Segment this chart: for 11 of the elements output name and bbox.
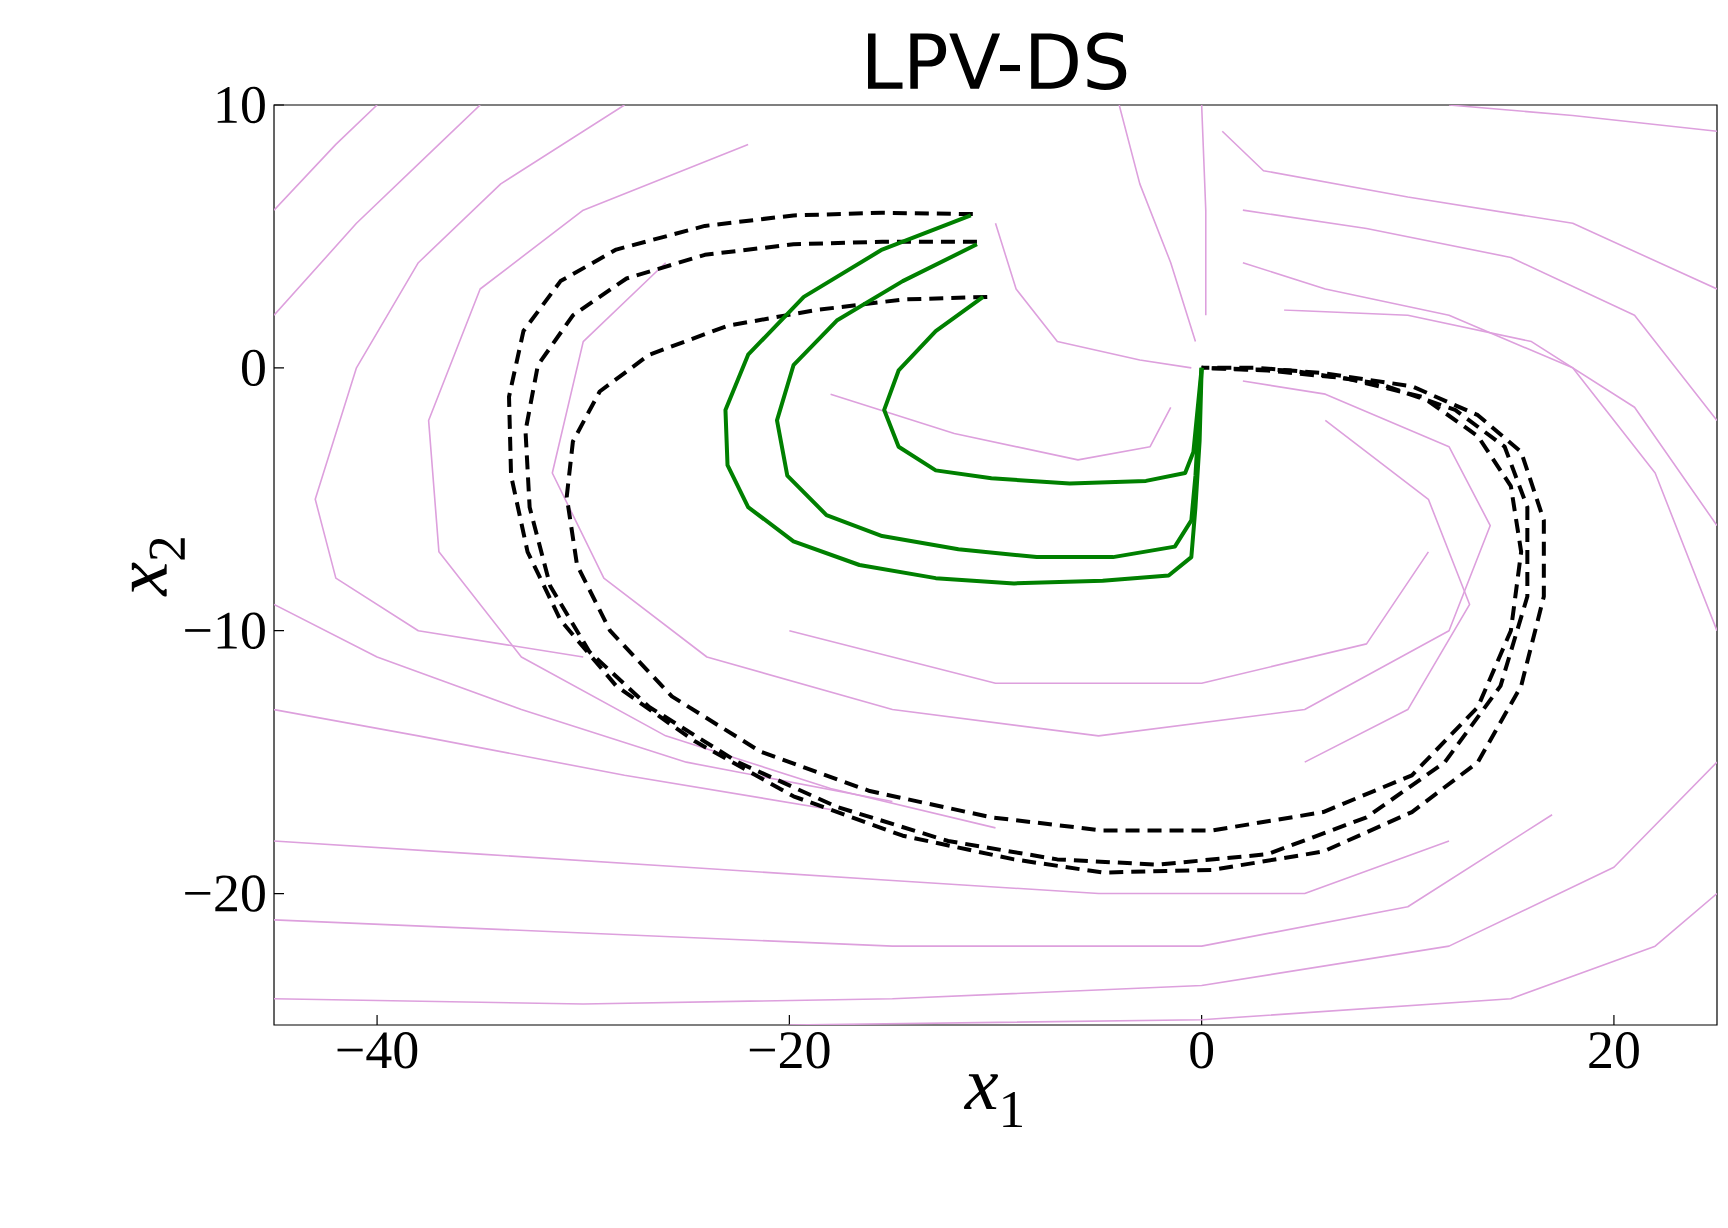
- x-tick-label: 0: [1190, 1032, 1214, 1069]
- y-tick-label: −10: [185, 612, 265, 649]
- y-tick-label: −20: [185, 875, 265, 912]
- x-tick-label: −20: [749, 1032, 830, 1069]
- x-axis-title: x$_{1}$: [963, 1074, 1022, 1128]
- y-axis-title: x$_{2}$: [131, 538, 185, 597]
- y-tick-label: 10: [217, 86, 265, 124]
- x-tick-label: −40: [337, 1032, 418, 1069]
- x-tick-label: 20: [1589, 1032, 1639, 1069]
- chart-title: LPV-DS: [868, 32, 1127, 90]
- y-tick-label: 0: [242, 349, 265, 387]
